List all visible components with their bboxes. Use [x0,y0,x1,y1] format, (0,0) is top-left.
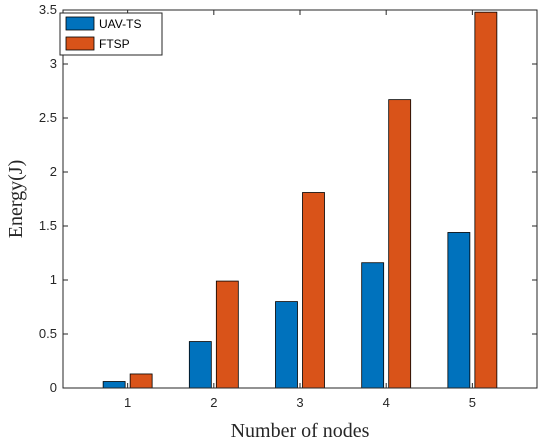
legend-label-ftsp: FTSP [99,37,130,51]
bar-ftsp-3 [302,192,325,389]
bar-ftsp-2 [215,280,239,389]
bar-uav-ts-4 [361,262,385,389]
y-tick-label: 3 [50,56,57,71]
bar-ftsp-5 [474,11,498,389]
bar-uav-ts-5 [447,232,471,389]
y-tick-label: 2 [50,164,57,179]
bar-ftsp-1 [129,373,153,389]
y-tick-label: 0.5 [39,326,57,341]
y-tick-label: 2.5 [39,110,57,125]
y-tick-label: 1.5 [39,218,57,233]
legend: UAV-TS FTSP [59,12,163,56]
y-tick-label: 3.5 [39,2,57,17]
legend-swatch-ftsp [65,36,95,51]
bar-uav-ts-2 [188,341,212,389]
y-axis: 0 0.5 1 1.5 2 2.5 3 3.5 [39,2,537,395]
bars-group [102,11,498,389]
x-axis: 1 2 3 4 5 [124,10,476,410]
x-tick-label: 1 [124,395,131,410]
y-tick-label: 1 [50,272,57,287]
legend-label-uav-ts: UAV-TS [99,17,141,31]
x-axis-label: Number of nodes [231,420,370,442]
bar-uav-ts-3 [275,301,298,389]
bar-uav-ts-1 [102,381,126,389]
x-tick-label: 4 [383,395,390,410]
y-axis-label: Energy(J) [5,160,27,239]
x-tick-label: 2 [210,395,217,410]
bar-ftsp-4 [388,99,412,389]
y-tick-label: 0 [50,380,57,395]
x-tick-label: 5 [469,395,476,410]
x-tick-label: 3 [296,395,303,410]
legend-swatch-uav-ts [65,16,95,31]
